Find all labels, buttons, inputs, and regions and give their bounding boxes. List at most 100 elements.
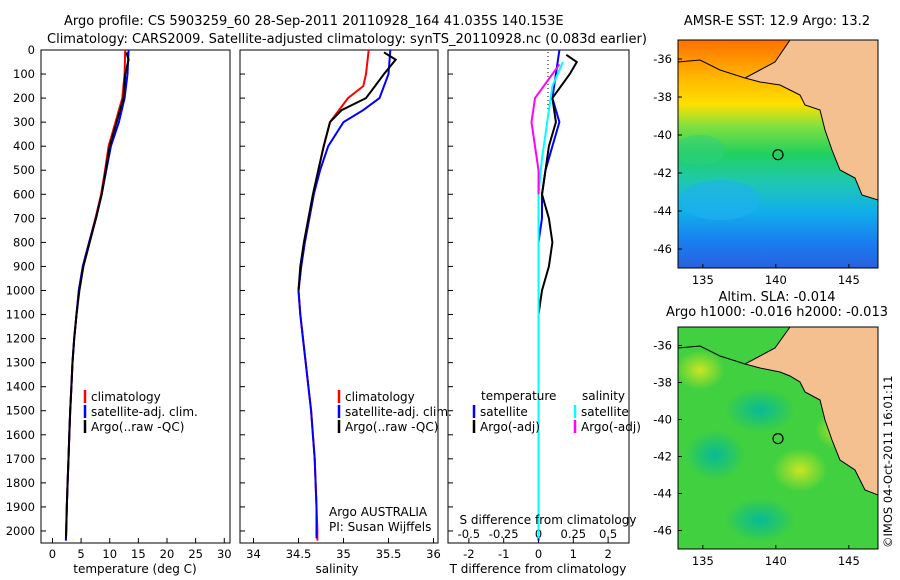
depth-tick-label: 800 (13, 235, 35, 249)
depth-tick-label: 200 (13, 91, 35, 105)
depth-tick-label: 500 (13, 163, 35, 177)
figure-title-line2: Climatology: CARS2009. Satellite-adjuste… (47, 32, 647, 47)
depth-tick-label: 300 (13, 115, 35, 129)
s-tick-label: -0.5 (458, 527, 480, 541)
sla-map: Altim. SLA: -0.014 Argo h1000: -0.016 h2… (653, 290, 888, 568)
x-tick-label: 0 (535, 547, 542, 561)
series-line-argo-raw-qc-2 (297, 51, 398, 291)
x-tick-label: 20 (160, 547, 175, 561)
temperature-xlabel: temperature (deg C) (73, 562, 196, 576)
salinity-lines (297, 50, 398, 541)
x-tick-label: 15 (131, 547, 146, 561)
s-tick-label: 0.25 (561, 527, 587, 541)
depth-tick-label: 600 (13, 187, 35, 201)
x-tick-label: 10 (102, 547, 117, 561)
sla-high-patch (678, 350, 725, 390)
difference-panel: -2 -1 0 1 2-0.5 -0.25 0 0.25 0.5 S difference fr… (447, 49, 641, 576)
lat-tick-label: -42 (653, 166, 672, 180)
depth-tick-label: 400 (13, 139, 35, 153)
x-tick-label: 35.5 (376, 547, 402, 561)
lat-tick-label: -44 (653, 487, 672, 501)
lat-tick-label: -44 (653, 204, 672, 218)
depth-tick-label: 1000 (6, 283, 35, 297)
lon-tick-label: 140 (765, 273, 787, 287)
lon-tick-label: 140 (765, 554, 787, 568)
x-tick-label: 36 (426, 547, 441, 561)
legend-label-satellite: satellite-adj. clim. (345, 405, 452, 419)
series-line-argo-adj-3 (530, 63, 561, 195)
legend-label-climatology: climatology (345, 390, 415, 404)
series-line-argo-adj-1 (537, 53, 579, 539)
sst-cool-patch (680, 180, 760, 220)
lat-tick-label: -42 (653, 450, 672, 464)
sst-map: AMSR-E SST: 12.9 Argo: 13.2 -36 -38 -40 -42… (653, 14, 879, 287)
x-tick-label: 35 (336, 547, 351, 561)
sst-map-title: AMSR-E SST: 12.9 Argo: 13.2 (684, 14, 870, 29)
sla-shelf-contour (678, 345, 746, 365)
legend-header-temperature: temperature (481, 389, 556, 403)
annotation-pi: PI: Susan Wijffels (329, 520, 431, 534)
temperature-ticks: 0 5 10 15 20 25 30 (49, 538, 232, 561)
depth-tick-label: 1700 (6, 452, 35, 466)
lat-tick-label: -36 (653, 339, 672, 353)
sla-argo-position-marker (772, 433, 784, 445)
series-line-satellite-2 (537, 61, 564, 539)
sst-shelf-contour (678, 59, 746, 79)
legend-label-s-satellite: satellite (581, 405, 629, 419)
t-difference-label: T difference from climatology (449, 562, 627, 576)
lat-tick-label: -40 (653, 128, 672, 142)
legend-label-satellite: satellite-adj. clim. (91, 405, 198, 419)
depth-ticks: 0 100 200 300 400 500 600 700 800 900 1000 1100 1200… (6, 43, 46, 538)
difference-depth-ticks (448, 49, 453, 532)
sst-lon-ticks: 135 140 145 (692, 264, 860, 287)
sla-land (743, 327, 878, 496)
salinity-depth-ticks (240, 49, 245, 532)
lat-tick-label: -38 (653, 376, 672, 390)
series-line-satellite-adj-clim-1 (297, 50, 392, 539)
imos-watermark: ©IMOS 04-Oct-2011 16:01:11 (881, 375, 895, 548)
legend-label-t-argo: Argo(-adj) (480, 420, 540, 434)
legend-label-argo: Argo(..raw -QC) (345, 420, 438, 434)
sla-map-title-1: Altim. SLA: -0.014 (718, 290, 835, 305)
lat-tick-label: -36 (653, 52, 672, 66)
lat-tick-label: -40 (653, 413, 672, 427)
lon-tick-label: 145 (838, 554, 860, 568)
sst-argo-position-marker (772, 149, 784, 161)
depth-tick-label: 1100 (6, 308, 35, 322)
salinity-panel: 34 34.5 35 35.5 36 salinity climatology sate… (239, 49, 452, 576)
x-tick-label: 5 (77, 547, 84, 561)
difference-lines (530, 50, 579, 541)
salinity-xlabel: salinity (315, 562, 358, 576)
depth-tick-label: 1300 (6, 356, 35, 370)
temperature-legend: climatology satellite-adj. clim. Argo(..… (83, 390, 198, 434)
depth-tick-label: 900 (13, 259, 35, 273)
legend-header-salinity: salinity (582, 389, 625, 403)
sla-low-patch (725, 388, 795, 432)
annotation-argo-australia: Argo AUSTRALIA (329, 505, 428, 519)
temperature-panel: 0100200300400500600700800900100011001200… (6, 43, 232, 576)
s-tick-label: -0.25 (489, 527, 519, 541)
lat-tick-label: -46 (653, 242, 672, 256)
legend-label-argo: Argo(..raw -QC) (91, 420, 184, 434)
sst-map-frame (677, 39, 879, 269)
x-tick-label: 34 (246, 547, 261, 561)
lon-tick-label: 145 (838, 273, 860, 287)
lon-tick-label: 135 (692, 273, 714, 287)
sla-low-patch (685, 430, 745, 480)
series-line-argo-raw-qc-2 (64, 52, 130, 539)
lat-tick-label: -38 (653, 90, 672, 104)
depth-tick-label: 700 (13, 211, 35, 225)
difference-ticks: -2 -1 0 1 2-0.5 -0.25 0 0.25 0.5 (458, 527, 618, 561)
depth-tick-label: 100 (13, 67, 35, 81)
sst-lat-ticks: -36 -38 -40 -42 -44 -46 (653, 52, 682, 256)
depth-tick-label: 1400 (6, 380, 35, 394)
depth-tick-label: 1200 (6, 332, 35, 346)
series-line-climatology-0 (297, 50, 370, 541)
depth-tick-label: 1500 (6, 404, 35, 418)
sla-high-patch (772, 448, 828, 492)
depth-tick-label: 1600 (6, 428, 35, 442)
legend-label-t-satellite: satellite (480, 405, 528, 419)
salinity-ticks: 34 34.5 35 35.5 36 (246, 538, 441, 561)
series-line-satellite-adj-clim-1 (64, 50, 130, 541)
